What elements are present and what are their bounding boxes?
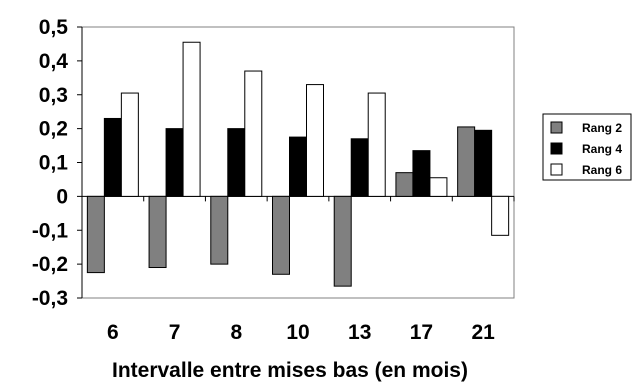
bar — [350, 138, 369, 197]
bar — [395, 172, 414, 197]
x-tick-label: 13 — [348, 321, 371, 344]
y-tick-label: -0,1 — [32, 219, 69, 242]
bar — [474, 129, 493, 197]
bar — [120, 92, 139, 197]
y-tick-label: -0,3 — [32, 287, 68, 310]
y-tick-label: 0,3 — [39, 84, 68, 107]
bar — [491, 195, 510, 236]
bar — [429, 177, 448, 197]
bar — [333, 195, 352, 287]
legend: Rang 2 Rang 4 Rang 6 — [542, 113, 632, 181]
x-axis-label: Intervalle entre mises bas (en mois) — [112, 359, 468, 382]
x-tick-label: 7 — [169, 321, 181, 344]
legend-label: Rang 4 — [582, 142, 622, 156]
y-tick-label: -0,2 — [32, 253, 68, 276]
y-tick-label: 0 — [56, 185, 68, 208]
bar — [182, 41, 201, 197]
x-axis: 6 7 8 10 13 17 21 — [81, 195, 515, 344]
x-tick-label: 8 — [230, 321, 242, 344]
y-tick-label: 0,5 — [39, 16, 69, 39]
bar — [367, 92, 386, 197]
x-tick-label: 21 — [471, 321, 495, 344]
legend-label: Rang 6 — [582, 163, 622, 177]
y-tick-label: 0,2 — [39, 118, 68, 141]
x-tick-label: 17 — [410, 321, 433, 344]
bars — [86, 41, 510, 287]
y-tick-label: 0,4 — [39, 50, 69, 73]
bar — [289, 136, 307, 197]
bar — [210, 195, 229, 265]
legend-swatch — [550, 163, 563, 176]
bar — [148, 195, 167, 269]
bar — [306, 84, 324, 197]
x-tick-label: 10 — [286, 321, 309, 344]
y-tick-label: 0,1 — [39, 152, 69, 175]
bar — [165, 128, 184, 197]
x-tick-label: 6 — [107, 321, 119, 344]
bar — [272, 195, 290, 275]
bar — [244, 70, 263, 197]
bar — [457, 126, 476, 197]
y-axis: -0,3 -0,2 -0,1 0 0,1 0,2 0,3 0,4 0,5 — [32, 16, 83, 310]
legend-label: Rang 2 — [582, 121, 622, 135]
bar — [103, 117, 122, 197]
legend-swatch — [550, 121, 563, 134]
legend-swatch — [550, 142, 563, 155]
bar — [227, 128, 246, 197]
bar — [412, 150, 431, 197]
bar — [86, 195, 105, 274]
